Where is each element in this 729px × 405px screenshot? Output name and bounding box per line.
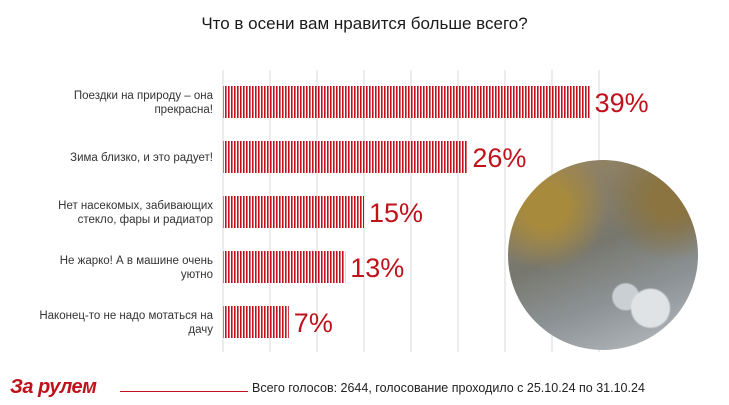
bar bbox=[223, 306, 289, 338]
bar bbox=[223, 141, 468, 173]
category-label: Не жарко! А в машине очень bbox=[60, 255, 213, 267]
category-label: уютно bbox=[181, 269, 213, 281]
value-label: 15% bbox=[369, 198, 423, 228]
autumn-leaf-photo bbox=[508, 160, 698, 350]
footer-divider bbox=[120, 391, 248, 392]
category-label: дачу bbox=[188, 324, 213, 336]
category-label: Нет насекомых, забивающих bbox=[58, 200, 213, 212]
category-label: Наконец-то не надо мотаться на bbox=[39, 310, 213, 322]
bar bbox=[223, 196, 364, 228]
value-label: 26% bbox=[472, 143, 526, 173]
value-labels: 39% 26% 15% 13% 7% bbox=[294, 88, 649, 338]
category-label: прекрасна! bbox=[154, 104, 213, 116]
category-labels: Поездки на природу – она прекрасна! Зима б… bbox=[39, 90, 213, 336]
bar bbox=[223, 86, 590, 118]
category-label: Поездки на природу – она bbox=[74, 90, 214, 102]
category-label: Зима близко, и это радует! bbox=[70, 152, 213, 164]
value-label: 39% bbox=[595, 88, 649, 118]
bars bbox=[223, 86, 590, 338]
brand-logo: За рулем bbox=[10, 376, 97, 398]
value-label: 13% bbox=[350, 253, 404, 283]
chart-title: Что в осени вам нравится больше всего? bbox=[201, 14, 528, 33]
value-label: 7% bbox=[294, 308, 333, 338]
footer-note: Всего голосов: 2644, голосование проходи… bbox=[252, 381, 645, 395]
category-label: стекло, фары и радиатор bbox=[78, 214, 213, 226]
bar bbox=[223, 251, 346, 283]
